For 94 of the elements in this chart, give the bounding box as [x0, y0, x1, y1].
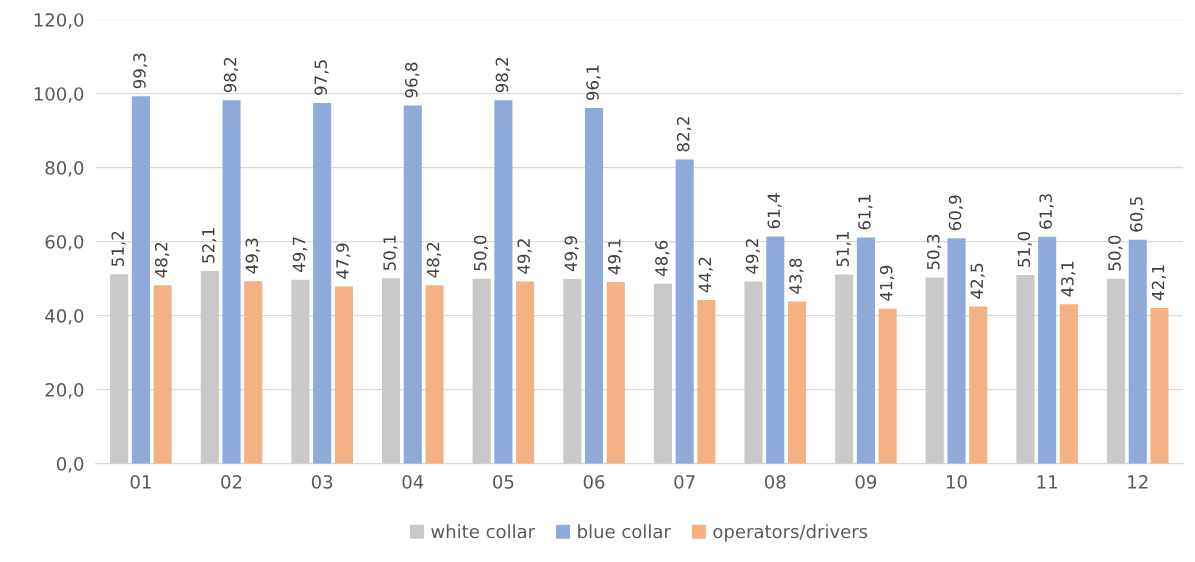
data-label: 42,1	[1151, 265, 1167, 301]
bar	[381, 278, 401, 464]
bar	[653, 283, 672, 464]
data-label: 52,1	[202, 228, 217, 263]
data-label: 61,3	[1039, 194, 1054, 229]
bar	[403, 105, 422, 464]
data-label: 44,2	[698, 257, 713, 293]
legend-label: white collar	[431, 524, 536, 539]
bar	[766, 236, 785, 464]
data-label: 49,3	[245, 238, 260, 274]
data-label: 61,1	[858, 195, 873, 230]
y-tick-label: 0,0	[56, 457, 84, 473]
data-label: 48,2	[154, 242, 170, 278]
y-tick-label: 100,0	[34, 87, 84, 103]
data-label: 60,9	[948, 195, 964, 231]
data-label: 98,2	[223, 57, 239, 93]
data-label: 82,2	[676, 117, 692, 152]
bar	[856, 237, 875, 464]
bar	[313, 102, 332, 464]
bar	[584, 108, 604, 464]
bar	[110, 274, 129, 464]
bar	[947, 238, 966, 464]
x-tick-label: 10	[946, 475, 967, 489]
data-label: 43,1	[1061, 261, 1076, 297]
data-label: 61,4	[767, 193, 782, 229]
bar	[787, 301, 807, 464]
x-tick-label: 08	[764, 475, 786, 489]
data-label: 48,6	[655, 240, 670, 277]
y-tick-label: 40,0	[45, 309, 84, 325]
data-label: 48,2	[426, 242, 442, 278]
bar	[563, 279, 582, 464]
bar	[969, 306, 988, 464]
bar	[200, 270, 219, 464]
x-tick-label: 07	[674, 475, 695, 489]
x-tick-label: 02	[221, 475, 242, 489]
bar	[1016, 274, 1035, 464]
x-tick-label: 01	[130, 475, 151, 489]
data-label: 42,5	[970, 263, 985, 299]
bar	[606, 281, 625, 464]
data-label: 96,1	[586, 65, 601, 101]
bar	[744, 281, 763, 464]
bar	[878, 308, 897, 464]
bar	[1059, 304, 1078, 464]
bar	[925, 277, 944, 464]
bar	[1106, 278, 1126, 464]
data-label: 50,1	[383, 235, 398, 271]
bar	[222, 100, 241, 464]
x-tick-label: 11	[1037, 475, 1057, 489]
data-label: 49,1	[607, 239, 623, 275]
bar	[131, 96, 150, 464]
x-tick-label: 03	[311, 475, 333, 489]
data-label: 49,2	[517, 239, 532, 274]
bar	[334, 286, 353, 464]
bar	[494, 100, 513, 464]
data-label: 99,3	[133, 53, 148, 89]
bar	[472, 278, 491, 464]
x-tick-label: 12	[1128, 475, 1148, 489]
bar	[425, 285, 444, 464]
x-tick-label: 06	[583, 475, 605, 489]
y-tick-label: 80,0	[45, 161, 84, 177]
bar	[516, 281, 535, 464]
y-tick-label: 120,0	[34, 13, 84, 29]
data-label: 50,0	[473, 235, 489, 271]
bar	[1128, 239, 1147, 464]
data-label: 96,8	[405, 62, 420, 98]
bar	[153, 285, 172, 464]
data-label: 97,5	[314, 60, 329, 95]
data-label: 51,1	[836, 232, 851, 267]
y-tick-label: 20,0	[45, 383, 84, 399]
x-tick-label: 09	[855, 475, 877, 489]
data-label: 51,0	[1017, 232, 1032, 267]
bar	[675, 159, 694, 464]
data-label: 41,9	[879, 265, 895, 301]
legend-label: operators/drivers	[713, 524, 868, 542]
data-label: 49,2	[745, 239, 761, 274]
data-label: 47,9	[336, 243, 351, 279]
data-label: 49,7	[292, 237, 307, 273]
data-label: 60,5	[1129, 197, 1145, 232]
y-tick-label: 60,0	[45, 235, 84, 251]
bar	[697, 300, 716, 464]
bar	[1150, 307, 1169, 464]
bar	[244, 281, 263, 464]
bar	[1038, 236, 1057, 464]
legend-label: blue collar	[578, 524, 671, 539]
bar	[835, 274, 854, 464]
data-label: 50,3	[926, 234, 942, 270]
bar	[291, 279, 310, 464]
data-label: 43,8	[789, 258, 804, 294]
data-label: 50,0	[1108, 235, 1123, 271]
x-tick-label: 05	[493, 475, 514, 489]
data-label: 51,2	[111, 231, 126, 266]
data-label: 49,9	[564, 236, 579, 272]
data-label: 98,2	[495, 57, 510, 93]
x-tick-label: 04	[402, 475, 424, 489]
